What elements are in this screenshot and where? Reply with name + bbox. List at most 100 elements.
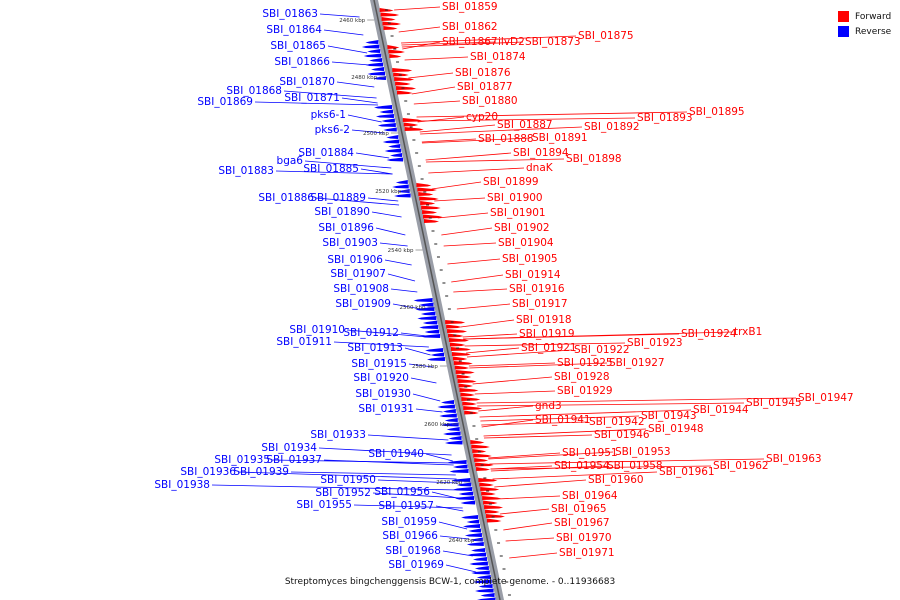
forward-gene-arrow xyxy=(474,458,489,462)
reverse-gene-arrow xyxy=(441,400,454,404)
forward-gene-arrow xyxy=(459,388,479,392)
forward-leader-line xyxy=(434,197,486,202)
reverse-gene-arrow xyxy=(390,153,403,157)
reverse-gene-arrow xyxy=(394,193,411,198)
forward-gene-arrow xyxy=(389,54,402,58)
forward-gene-arrow xyxy=(480,487,500,491)
reverse-gene-arrow xyxy=(453,487,473,491)
reverse-gene-arrow xyxy=(445,440,463,445)
forward-leader-line xyxy=(481,419,534,428)
forward-gene-label: SBI_01874 xyxy=(470,51,526,63)
reverse-gene-arrow xyxy=(421,334,441,338)
gene-glyphs xyxy=(361,8,511,600)
reverse-gene-label: SBI_01890 xyxy=(314,206,370,218)
strand-legend: Forward Reverse xyxy=(838,9,891,39)
forward-gene-label: SBI_01953 xyxy=(615,446,671,458)
forward-gene-arrow xyxy=(478,478,498,482)
forward-leader-line xyxy=(422,137,531,144)
forward-gene-label: SBI_01876 xyxy=(455,67,511,79)
reverse-gene-label: SBI_01931 xyxy=(358,403,414,415)
forward-gene-arrow xyxy=(394,77,415,81)
forward-gene-label: dnaK xyxy=(526,162,554,174)
forward-gene-label: SBI_01895 xyxy=(689,106,745,118)
forward-leader-line xyxy=(443,242,497,247)
forward-gene-label: SBI_01875 xyxy=(578,30,634,42)
reverse-gene-label: SBI_01915 xyxy=(351,358,407,370)
forward-leader-line xyxy=(466,347,520,354)
forward-leader-line xyxy=(437,212,489,219)
forward-leader-line xyxy=(417,117,636,122)
reverse-gene-arrow xyxy=(471,548,486,552)
forward-gene-label: SBI_01904 xyxy=(498,237,554,249)
forward-leader-line xyxy=(474,390,556,395)
reverse-leader-line xyxy=(283,90,377,99)
forward-leader-line xyxy=(488,452,561,459)
forward-gene-arrow xyxy=(423,219,439,223)
reverse-leader-line xyxy=(323,459,454,466)
reverse-leader-line xyxy=(211,484,459,491)
forward-gene-label: SBI_01888 xyxy=(478,133,534,145)
reverse-leader-line xyxy=(425,453,453,462)
forward-gene-label: SBI_01893 xyxy=(637,112,693,124)
tick-label: 2640 kbp xyxy=(448,538,474,544)
reverse-gene-arrow xyxy=(461,515,479,519)
reverse-gene-arrow xyxy=(386,157,404,162)
forward-gene-label: SBI_01944 xyxy=(693,404,749,416)
reverse-leader-line xyxy=(372,492,461,499)
reverse-gene-label: SBI_01933 xyxy=(310,429,366,441)
reverse-gene-arrow xyxy=(451,478,471,482)
forward-leader-line xyxy=(431,181,482,190)
reverse-gene-arrow xyxy=(441,422,459,427)
forward-leader-line xyxy=(404,56,469,61)
forward-leader-line xyxy=(420,126,583,135)
forward-leader-line xyxy=(394,6,441,11)
tick-label: 2500 kbp xyxy=(363,131,389,137)
genome-caption: Streptomyces bingchenggensis BCW-1, comp… xyxy=(284,577,616,587)
forward-gene-arrow xyxy=(461,397,481,401)
reverse-gene-arrow xyxy=(442,409,456,413)
forward-gene-arrow xyxy=(483,500,498,505)
reverse-gene-label: SBI_01886 xyxy=(258,192,314,204)
forward-leader-line xyxy=(402,41,441,50)
forward-gene-arrow xyxy=(484,509,500,514)
reverse-gene-arrow xyxy=(470,537,483,542)
reverse-gene-arrow xyxy=(476,575,491,579)
forward-leader-line xyxy=(483,428,647,437)
forward-gene-arrow xyxy=(420,201,436,205)
reverse-gene-arrow xyxy=(453,464,468,469)
reverse-gene-arrow xyxy=(475,588,494,593)
forward-gene-label: SBI_01941 xyxy=(535,414,591,426)
reverse-gene-arrow xyxy=(476,597,496,600)
legend-reverse: Reverse xyxy=(838,24,891,39)
forward-gene-label: SBI_01901 xyxy=(490,207,546,219)
forward-gene-label: SBI_01971 xyxy=(559,547,615,559)
reverse-gene-arrow xyxy=(466,519,480,524)
reverse-gene-label: SBI_01952 xyxy=(315,487,371,499)
reverse-gene-label: SBI_01871 xyxy=(284,92,340,104)
forward-gene-arrow xyxy=(458,383,474,388)
forward-leader-line xyxy=(469,362,608,369)
forward-leader-line xyxy=(447,258,501,265)
forward-gene-label: SBI_01946 xyxy=(594,429,650,441)
tick-label: 2600 kbp xyxy=(424,422,450,428)
reverse-leader-line xyxy=(438,521,468,530)
forward-gene-label: SBI_01965 xyxy=(551,503,607,515)
forward-gene-arrow xyxy=(448,338,469,342)
forward-leader-line xyxy=(401,35,577,44)
reverse-gene-label: SBI_01957 xyxy=(378,500,434,512)
reverse-leader-line xyxy=(318,447,452,456)
forward-leader-line xyxy=(426,158,565,163)
reverse-gene-label: SBI_01884 xyxy=(298,147,354,159)
forward-gene-label: SBI_01925 xyxy=(557,357,613,369)
reverse-gene-label: SBI_01934 xyxy=(261,442,317,454)
reverse-gene-arrow xyxy=(388,144,401,148)
reverse-gene-arrow xyxy=(367,71,386,76)
reverse-leader-line xyxy=(390,288,418,293)
reverse-gene-arrow xyxy=(413,298,433,302)
reverse-gene-label: SBI_01956 xyxy=(374,486,430,498)
forward-gene-arrow xyxy=(388,49,405,54)
axis-line xyxy=(373,0,501,600)
forward-leader-line xyxy=(499,508,550,515)
reverse-gene-label: SBI_01903 xyxy=(322,237,378,249)
